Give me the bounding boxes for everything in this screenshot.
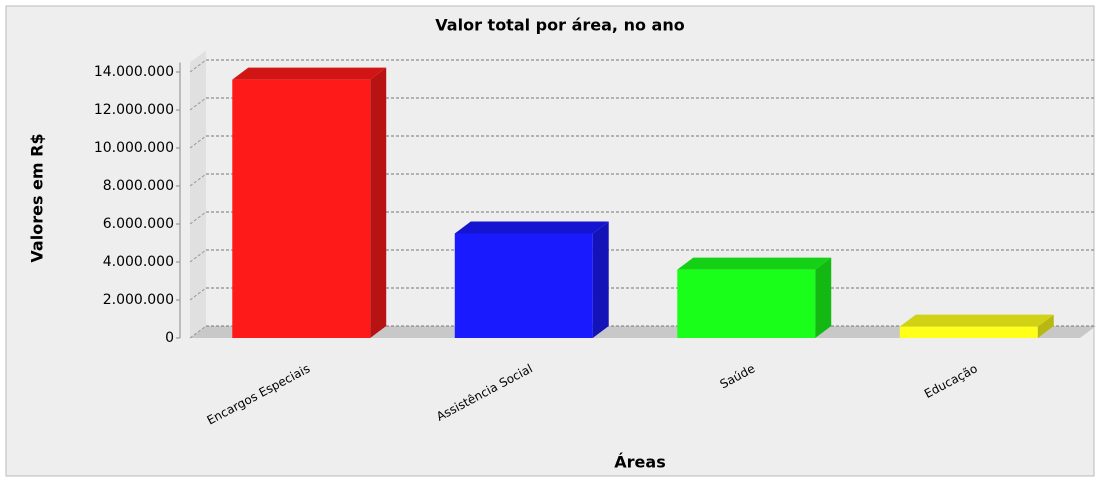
bar-front [454,233,593,338]
bar [454,221,609,338]
grid-line [189,249,207,263]
y-tick-label: 8.000.000 [103,178,174,194]
bar-front [677,269,816,338]
bar-top [677,257,832,270]
y-tick-label: 4.000.000 [103,254,174,270]
bar-side [815,257,832,338]
bar [677,257,832,338]
plot-wall [190,50,206,338]
grid-line [189,173,207,187]
bar-front [232,79,371,338]
bar [232,67,387,338]
x-axis-label: Áreas [614,453,665,472]
bar-side [1037,314,1054,338]
y-tick-label: 10.000.000 [94,140,174,156]
grid-line [189,325,207,339]
bar-top [454,221,609,234]
chart-title: Valor total por área, no ano [435,16,684,35]
grid-line [189,211,207,225]
grid-line [189,287,207,301]
y-tick-label: 6.000.000 [103,216,174,232]
y-axis-label: Valores em R$ [28,133,47,262]
y-tick-label: 12.000.000 [94,102,174,118]
y-tick-label: 0 [165,330,174,346]
grid-line [189,97,207,111]
y-tick-label: 2.000.000 [103,292,174,308]
bar-front [899,326,1038,338]
plot-floor [190,326,1096,338]
grid-line [189,59,207,73]
y-tick-label: 14.000.000 [94,64,174,80]
bar-top [899,314,1054,327]
bar-side [370,67,387,338]
bar [899,314,1054,338]
bar-side [592,221,609,338]
bar-top [232,67,387,80]
grid-line [189,135,207,149]
